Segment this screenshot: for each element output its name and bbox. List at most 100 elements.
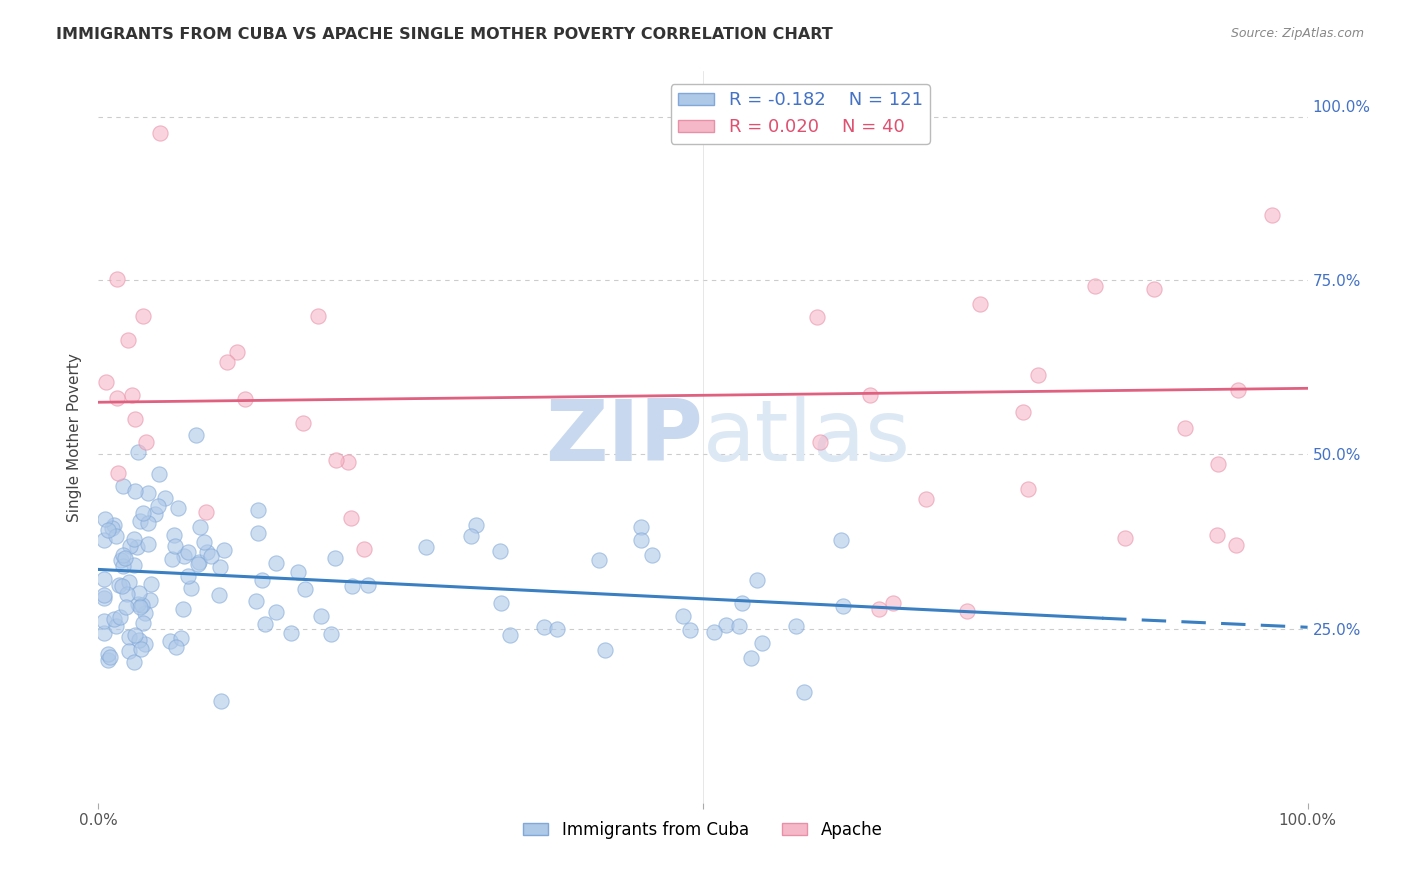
Point [533,620,555,634]
Point [342,579,364,593]
Point [111,579,134,593]
Point [107,466,129,480]
Point [868,602,890,616]
Point [1206,458,1229,472]
Point [111,548,134,562]
Point [187,558,209,572]
Point [93,589,115,603]
Point [1225,538,1247,552]
Point [280,626,302,640]
Point [148,467,170,482]
Point [488,543,510,558]
Y-axis label: Single Mother Poverty: Single Mother Poverty [67,352,83,522]
Point [146,500,169,514]
Point [155,491,177,505]
Point [129,514,152,528]
Point [104,619,127,633]
Point [188,520,211,534]
Point [546,622,568,636]
Point [745,573,768,587]
Point [165,640,187,654]
Point [294,582,316,597]
Point [93,591,115,605]
Point [702,624,724,639]
Point [134,637,156,651]
Point [127,444,149,458]
Point [225,344,247,359]
Point [122,558,145,572]
Point [588,553,610,567]
Point [136,486,159,500]
Point [714,618,737,632]
Point [212,542,235,557]
Point [131,506,153,520]
Point [195,545,218,559]
Point [124,628,146,642]
Point [93,614,115,628]
Point [112,479,135,493]
Point [132,615,155,630]
Point [325,452,347,467]
Point [319,626,342,640]
Text: IMMIGRANTS FROM CUBA VS APACHE SINGLE MOTHER POVERTY CORRELATION CHART: IMMIGRANTS FROM CUBA VS APACHE SINGLE MO… [56,27,832,42]
Point [287,565,309,579]
Point [188,556,211,570]
Point [465,517,488,532]
Point [117,334,139,348]
Point [108,609,131,624]
Point [831,599,853,613]
Point [163,528,186,542]
Point [118,575,141,590]
Point [124,411,146,425]
Point [264,556,287,570]
Point [103,612,125,626]
Point [193,535,215,549]
Point [1143,282,1166,296]
Point [1226,384,1249,398]
Point [291,417,314,431]
Point [135,434,157,449]
Point [124,484,146,499]
Point [215,355,238,369]
Point [728,619,751,633]
Point [311,609,333,624]
Point [1174,421,1197,435]
Point [136,537,159,551]
Point [337,455,360,469]
Point [353,541,375,556]
Point [120,539,142,553]
Point [1261,208,1284,222]
Point [969,297,991,311]
Point [325,550,347,565]
Point [415,541,437,555]
Point [169,632,191,646]
Text: Source: ZipAtlas.com: Source: ZipAtlas.com [1230,27,1364,40]
Point [115,600,138,615]
Point [177,545,200,559]
Point [882,596,904,610]
Point [97,647,120,661]
Point [247,503,270,517]
Point [114,550,136,565]
Point [233,392,256,406]
Point [340,510,363,524]
Point [100,650,122,665]
Point [122,532,145,546]
Point [254,617,277,632]
Point [785,619,807,633]
Point [491,597,513,611]
Point [110,552,132,566]
Point [160,552,183,566]
Point [194,505,217,519]
Point [246,525,269,540]
Point [208,588,231,602]
Point [97,653,120,667]
Point [118,630,141,644]
Point [460,529,482,543]
Point [134,607,156,621]
Point [209,694,232,708]
Point [252,573,274,587]
Point [131,598,153,612]
Point [184,427,207,442]
Point [111,559,134,574]
